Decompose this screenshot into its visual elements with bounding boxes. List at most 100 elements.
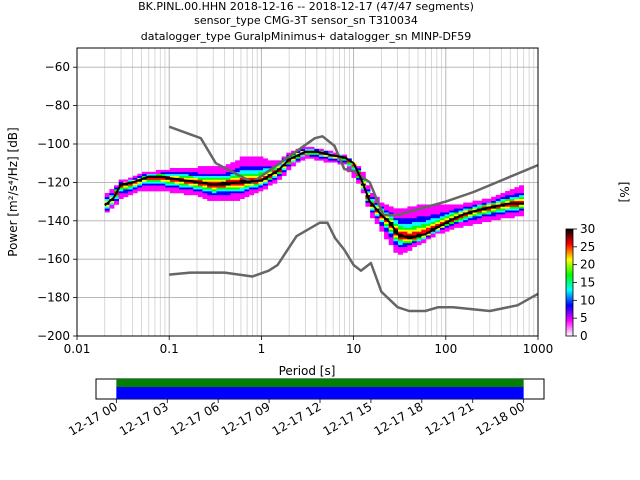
density-cell xyxy=(197,183,203,186)
density-cell xyxy=(388,240,394,244)
density-cell xyxy=(519,191,525,194)
density-cell xyxy=(244,160,250,163)
density-cell xyxy=(318,156,324,159)
timeline-tick-label: 12-17 09 xyxy=(219,399,273,438)
density-cell xyxy=(239,168,245,171)
density-cell xyxy=(509,208,515,211)
density-cell xyxy=(165,185,171,188)
density-cell xyxy=(290,150,296,153)
density-cell xyxy=(393,216,399,219)
density-cell xyxy=(132,177,138,180)
colorbar-tick-label: 10 xyxy=(580,293,595,307)
density-cell xyxy=(467,217,473,221)
density-cell xyxy=(118,196,124,200)
density-cell xyxy=(263,179,268,182)
density-cell xyxy=(435,229,441,232)
density-cell xyxy=(118,181,124,184)
density-cell xyxy=(123,194,129,198)
density-cell xyxy=(253,187,259,190)
density-cell xyxy=(393,237,399,240)
density-cell xyxy=(430,206,436,209)
density-cell xyxy=(267,179,273,182)
density-cell xyxy=(230,164,236,167)
density-cell xyxy=(514,204,520,207)
density-cell xyxy=(435,227,441,230)
density-cell xyxy=(151,189,157,192)
density-cell xyxy=(221,175,227,178)
density-cell xyxy=(323,160,329,163)
density-cell xyxy=(402,214,408,217)
density-cell xyxy=(449,208,455,211)
density-cell xyxy=(309,146,315,150)
density-cell xyxy=(169,183,175,186)
density-cell xyxy=(407,219,413,223)
density-cell xyxy=(197,189,203,192)
density-cell xyxy=(449,225,455,228)
density-cell xyxy=(249,189,255,192)
density-cell xyxy=(449,227,455,230)
density-cell xyxy=(221,181,227,184)
density-cell xyxy=(398,252,403,255)
density-cell xyxy=(207,173,213,176)
density-cell xyxy=(384,219,390,223)
density-cell xyxy=(505,191,511,194)
density-cell xyxy=(481,198,487,201)
density-cell xyxy=(337,162,343,165)
density-cell xyxy=(141,173,147,176)
density-cell xyxy=(253,158,259,161)
density-cell xyxy=(221,198,227,201)
density-cell xyxy=(225,185,231,188)
density-cell xyxy=(193,192,199,196)
density-cell xyxy=(221,173,227,176)
density-cell xyxy=(160,169,166,173)
density-cell xyxy=(444,206,450,209)
density-cell xyxy=(481,219,487,223)
density-cell xyxy=(114,196,120,200)
density-cell xyxy=(160,181,166,184)
density-cell xyxy=(244,166,250,169)
density-cell xyxy=(514,194,520,198)
density-cell xyxy=(425,214,431,217)
density-cell xyxy=(155,181,161,184)
density-cell xyxy=(411,240,417,244)
density-cell xyxy=(430,216,436,219)
density-cell xyxy=(453,204,459,207)
density-cell xyxy=(416,219,422,223)
density-cell xyxy=(500,212,506,215)
density-cell xyxy=(398,231,403,234)
density-cell xyxy=(197,185,203,188)
density-cell xyxy=(411,223,417,226)
density-cell xyxy=(216,179,222,182)
density-cell xyxy=(388,242,394,246)
density-cell xyxy=(374,204,380,207)
density-cell xyxy=(458,223,464,226)
noise-model-low-line xyxy=(169,221,539,313)
density-cell xyxy=(267,183,273,186)
density-cell xyxy=(463,221,469,224)
density-cell xyxy=(202,171,208,175)
density-cell xyxy=(444,212,450,215)
density-cell xyxy=(225,187,231,190)
density-cell xyxy=(253,185,259,188)
density-cell xyxy=(295,152,301,155)
density-cell xyxy=(137,189,143,192)
density-cell xyxy=(225,175,231,178)
density-cell xyxy=(141,171,147,175)
density-cell xyxy=(174,179,180,182)
density-cell xyxy=(472,202,478,205)
density-cell xyxy=(235,168,241,171)
density-cell xyxy=(318,158,324,161)
density-cell xyxy=(249,191,255,194)
density-cell xyxy=(500,206,506,209)
density-cell xyxy=(472,214,478,217)
chart-title-line-3: datalogger_type GuralpMinimus+ datalogge… xyxy=(141,30,472,43)
density-cell xyxy=(342,162,348,165)
density-cell xyxy=(258,187,264,190)
density-cell xyxy=(230,166,236,169)
density-cell xyxy=(421,208,427,211)
density-cell xyxy=(207,196,213,200)
density-cell xyxy=(351,166,357,169)
density-cell xyxy=(370,210,376,213)
density-cell xyxy=(370,206,376,209)
density-cell xyxy=(304,156,310,159)
